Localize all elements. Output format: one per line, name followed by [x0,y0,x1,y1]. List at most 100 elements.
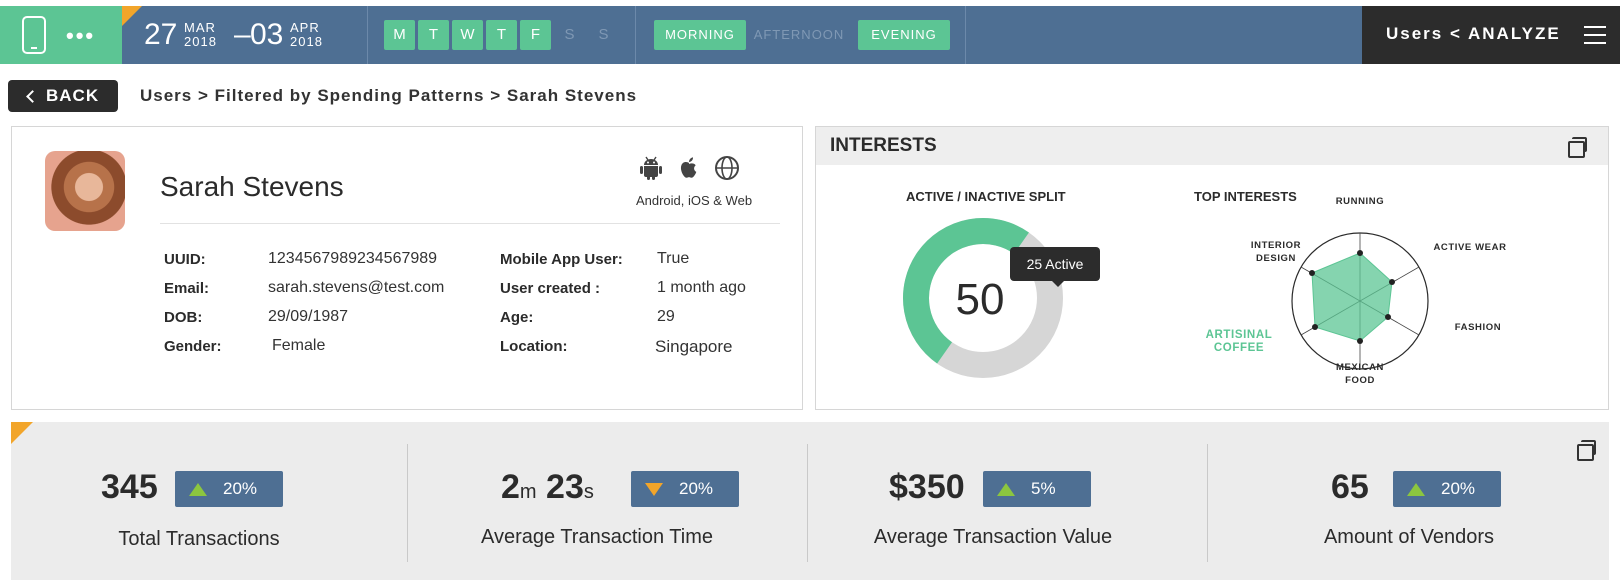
dob-value: 29/09/1987 [268,308,349,325]
stat-label: Average Transaction Time [481,526,713,548]
age-value: 29 [657,308,675,325]
day-toggle-sun[interactable]: S [598,26,609,43]
change-badge: 20% [631,471,739,507]
radar-label-mexican-food: MEXICAN FOOD [1335,362,1384,386]
location-value: Singapore [655,337,733,356]
stat-total-transactions: 345 20% Total Transactions [11,422,411,580]
radar-point-fashion [1385,314,1391,320]
mobile-app-user-value: True [657,250,690,267]
trend-up-icon [1407,483,1425,496]
change-badge: 5% [983,471,1091,507]
date-from-day: 27 [144,18,178,51]
stats-bar: 345 20% Total Transactions 2m 23s 20% Av… [11,422,1609,580]
time-toggle-evening[interactable]: EVENING [858,20,950,50]
day-toggle-fri[interactable]: F [520,20,551,50]
stat-average-transaction-value: $350 5% Average Transaction Value [809,422,1209,580]
user-name: Sarah Stevens [160,171,344,202]
radar-point-running [1357,250,1363,256]
uuid-label: UUID: [164,251,206,268]
stat-unit-seconds: s [583,481,594,503]
date-range[interactable]: 27 MAR 2018 – 03 APR 2018 [122,6,368,64]
copy-icon[interactable] [1568,137,1587,158]
stat-label: Average Transaction Value [873,526,1113,548]
apple-icon [680,157,697,178]
corner-marker [122,6,142,26]
donut-center-value: 50 [956,275,1005,324]
day-toggle-mon[interactable]: M [384,20,415,50]
day-toggle-wed[interactable]: W [452,20,483,50]
radar-area [1311,252,1393,342]
day-filter: M T W T F S S [368,6,636,64]
stat-value-minutes: 2 [501,468,520,506]
interests-radar-chart[interactable] [1288,213,1432,389]
time-toggle-afternoon[interactable]: AFTERNOON [753,27,845,42]
day-toggle-tue[interactable]: T [418,20,449,50]
active-inactive-donut[interactable]: 50 [898,213,1068,383]
day-toggle-thu[interactable]: T [486,20,517,50]
hamburger-menu-icon[interactable] [1584,26,1606,44]
top-interests-title: TOP INTERESTS [1194,189,1297,204]
stat-divider [407,444,408,562]
split-title: ACTIVE / INACTIVE SPLIT [906,189,1066,204]
profile-card: Sarah Stevens Android, iOS & Web UUID: 1… [11,126,803,410]
trend-up-icon [189,483,207,496]
date-from-month: MAR [184,20,216,35]
back-button[interactable]: BACK [8,80,118,112]
radar-label-interior-design: INTERIOR DESIGN [1250,240,1302,264]
top-bar: ••• 27 MAR 2018 – 03 APR 2018 M T W T F … [0,6,1620,64]
phone-icon [22,16,46,54]
stat-amount-of-vendors: 65 20% Amount of Vendors [1209,422,1609,580]
stat-label: Amount of Vendors [1323,526,1495,548]
date-from-year: 2018 [184,34,217,49]
interests-title: INTERESTS [830,135,937,156]
breadcrumb: Users > Filtered by Spending Patterns > … [140,86,638,105]
corner-marker [11,422,33,444]
profile-divider [160,223,780,224]
date-separator: – [234,18,251,51]
avatar [45,151,125,231]
date-from-month-year: MAR 2018 [184,21,217,49]
day-toggle-sat[interactable]: S [564,26,575,43]
radar-label-fashion: FASHION [1454,322,1502,333]
uuid-value: 1234567989234567989 [268,250,438,267]
stat-label: Total Transactions [118,528,280,550]
location-label: Location: [500,338,568,355]
android-icon [640,156,662,180]
radar-label-active-wear: ACTIVE WEAR [1433,242,1507,253]
stat-divider [1207,444,1208,562]
stat-average-transaction-time: 2m 23s 20% Average Transaction Time [409,422,809,580]
more-dots-icon[interactable]: ••• [66,23,96,48]
radar-point-mexican-food [1357,338,1363,344]
email-value: sarah.stevens@test.com [268,279,445,296]
back-label: BACK [46,86,100,105]
date-to-month-year: APR 2018 [290,21,323,49]
radar-point-interior-design [1309,270,1315,276]
stat-value: $350 [889,468,965,506]
time-toggle-morning[interactable]: MORNING [654,20,746,50]
date-to-month: APR [290,20,320,35]
platforms-label: Android, iOS & Web [635,193,753,208]
interests-header: INTERESTS [816,127,1608,165]
section-title[interactable]: Users < ANALYZE [1386,24,1561,43]
stat-value: 345 [101,468,158,506]
radar-label-artisinal-coffee: ARTISINAL COFFEE [1205,329,1273,354]
copy-icon[interactable] [1577,440,1596,461]
section-header: Users < ANALYZE [1362,6,1620,64]
chevron-left-icon [26,90,39,103]
change-percent: 20% [679,479,714,498]
platforms: Android, iOS & Web [624,151,764,211]
radar-point-active-wear [1389,279,1395,285]
dob-label: DOB: [164,309,203,326]
globe-icon [715,156,739,180]
stat-value: 65 [1331,468,1369,506]
donut-active-arc [903,218,1063,378]
change-percent: 20% [1441,479,1476,498]
radar-point-artisinal-coffee [1312,324,1318,330]
device-selector[interactable]: ••• [0,6,122,64]
donut-tooltip: 25 Active [1010,247,1100,287]
gender-value: Female [272,337,326,354]
trend-up-icon [997,483,1015,496]
change-percent: 5% [1031,479,1056,498]
age-label: Age: [500,309,534,326]
stat-value-seconds: 23 [536,468,584,506]
